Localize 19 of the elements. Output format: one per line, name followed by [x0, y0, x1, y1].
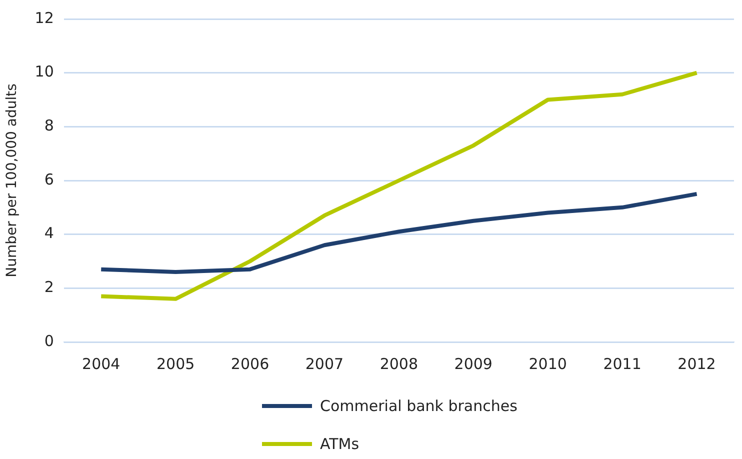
y-tick-label: 6: [44, 170, 54, 188]
x-tick-label: 2010: [528, 354, 567, 373]
x-tick-label: 2011: [603, 354, 642, 373]
y-tick-label: 12: [34, 8, 54, 27]
x-tick-label: 2009: [454, 354, 492, 373]
legend-label: ATMs: [320, 435, 360, 453]
y-tick-label: 0: [44, 332, 54, 350]
x-tick-label: 2004: [82, 354, 120, 373]
x-tick-label: 2007: [305, 354, 344, 373]
legend-label: Commerial bank branches: [320, 397, 518, 415]
y-axis-title: Number per 100,000 adults: [4, 84, 20, 278]
x-tick-label: 2012: [678, 354, 716, 373]
y-tick-label: 4: [44, 224, 54, 242]
x-tick-label: 2008: [380, 354, 418, 373]
y-tick-label: 8: [44, 116, 54, 135]
y-tick-label: 2: [44, 278, 54, 296]
x-tick-label: 2005: [156, 354, 195, 373]
y-tick-label: 10: [34, 62, 54, 81]
x-tick-label: 2006: [230, 354, 270, 373]
